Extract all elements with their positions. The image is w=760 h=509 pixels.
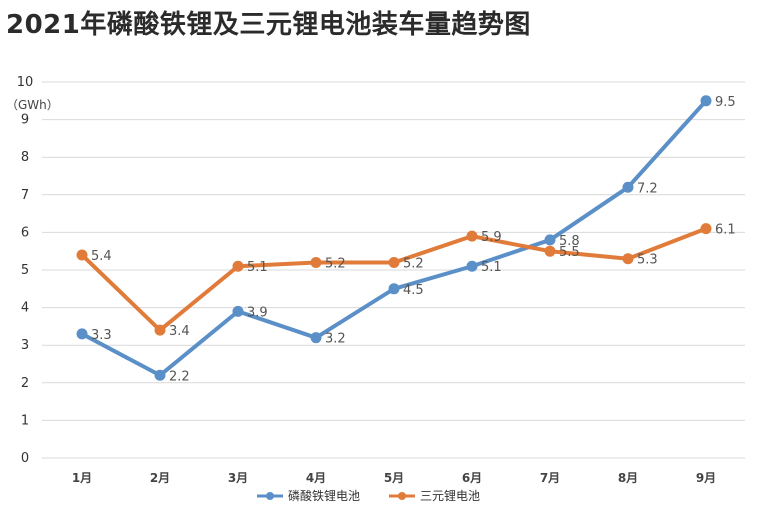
data-point — [76, 249, 88, 261]
data-point — [622, 181, 634, 193]
x-tick-label: 5月 — [384, 471, 404, 485]
data-point — [466, 260, 478, 272]
data-label: 3.2 — [325, 332, 346, 347]
data-label: 6.1 — [715, 223, 736, 238]
data-point — [232, 305, 244, 317]
data-point — [622, 253, 634, 265]
y-tick-label: 5 — [21, 263, 29, 278]
data-point — [466, 230, 478, 242]
data-label: 5.1 — [247, 260, 268, 275]
series-group: 3.3 2.2 3.9 3.2 4.5 5.1 5.8 7.2 9.5 5.4 3.4 5.1 5.2 5… — [76, 95, 736, 384]
data-label: 5.3 — [637, 253, 658, 268]
data-point — [76, 328, 88, 340]
data-point — [310, 332, 322, 344]
y-tick-label: 7 — [21, 188, 29, 203]
chart-title: 2021年磷酸铁锂及三元锂电池装车量趋势图 — [6, 10, 531, 40]
data-point — [544, 234, 556, 246]
y-tick-label: 1 — [21, 413, 29, 428]
legend-label: 三元锂电池 — [420, 488, 480, 503]
y-axis-ticks: 0 1 2 3 4 5 6 7 8 9 10 — [17, 75, 34, 466]
data-point — [154, 369, 166, 381]
data-label: 3.9 — [247, 305, 268, 320]
data-label: 5.1 — [481, 260, 502, 275]
x-tick-label: 9月 — [696, 471, 716, 485]
data-label: 3.4 — [169, 324, 190, 339]
x-tick-label: 3月 — [228, 471, 248, 485]
x-tick-label: 8月 — [618, 471, 638, 485]
series-line — [80, 226, 708, 333]
y-tick-label: 3 — [21, 338, 29, 353]
data-label: 3.3 — [91, 328, 112, 343]
y-tick-label: 6 — [21, 225, 29, 240]
data-point — [388, 256, 400, 268]
y-tick-label: 0 — [21, 451, 29, 466]
data-label: 4.5 — [403, 283, 424, 298]
data-label: 5.2 — [325, 256, 346, 271]
x-axis-ticks: 1月 2月 3月 4月 5月 6月 7月 8月 9月 — [72, 471, 716, 485]
data-point — [388, 283, 400, 295]
y-tick-label: 9 — [21, 113, 29, 128]
data-point — [232, 260, 244, 272]
y-tick-label: 8 — [21, 150, 29, 165]
data-label: 5.9 — [481, 230, 502, 245]
legend-swatch-marker — [398, 492, 406, 500]
y-tick-label: 10 — [17, 75, 34, 90]
data-point — [700, 95, 712, 107]
y-tick-label: 2 — [21, 376, 29, 391]
data-label: 5.4 — [91, 249, 112, 264]
x-tick-label: 7月 — [540, 471, 560, 485]
x-tick-label: 6月 — [462, 471, 482, 485]
data-label: 2.2 — [169, 369, 190, 384]
data-label: 9.5 — [715, 95, 736, 110]
data-label: 5.5 — [559, 245, 580, 260]
data-point — [310, 256, 322, 268]
x-tick-label: 4月 — [306, 471, 326, 485]
y-axis-unit: （GWh） — [6, 98, 59, 112]
y-tick-label: 4 — [21, 301, 29, 316]
data-point — [544, 245, 556, 257]
data-label: 5.8 — [559, 234, 580, 249]
data-point — [700, 223, 712, 235]
legend: 磷酸铁锂电池 三元锂电池 — [257, 488, 480, 503]
x-tick-label: 1月 — [72, 471, 92, 485]
legend-swatch-marker — [266, 492, 274, 500]
grid-lines — [42, 81, 745, 459]
data-label: 5.2 — [403, 256, 424, 271]
data-point — [154, 324, 166, 336]
data-label: 7.2 — [637, 181, 658, 196]
x-tick-label: 2月 — [150, 471, 170, 485]
legend-label: 磷酸铁锂电池 — [288, 488, 360, 503]
